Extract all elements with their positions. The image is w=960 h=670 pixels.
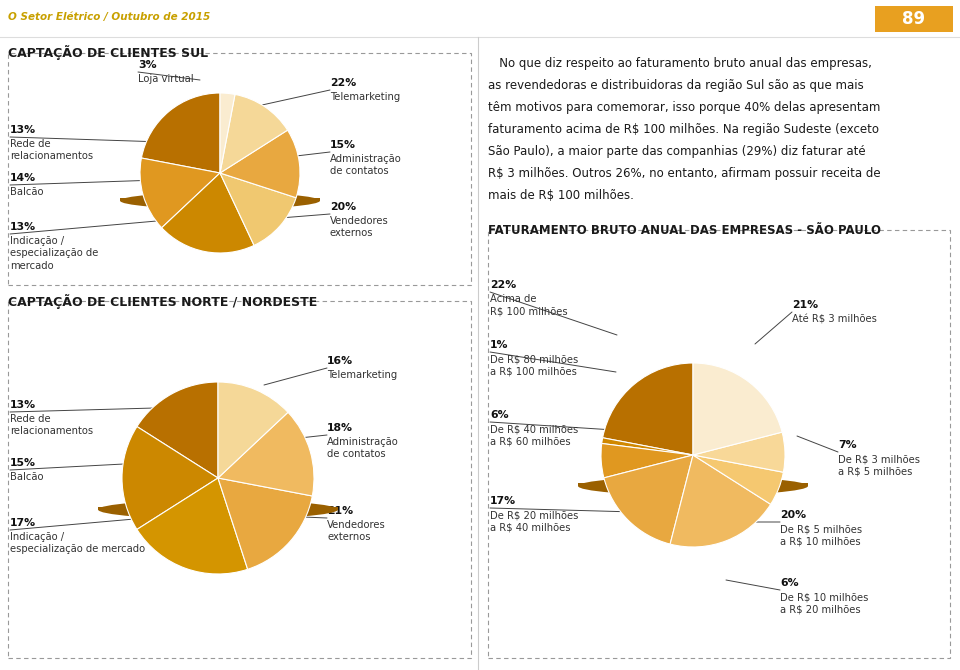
- Text: 15%: 15%: [10, 458, 36, 468]
- Text: Telemarketing: Telemarketing: [327, 370, 397, 380]
- Text: Balcão: Balcão: [10, 187, 43, 197]
- Text: Indicação /
especialização de mercado: Indicação / especialização de mercado: [10, 532, 145, 554]
- Text: 6%: 6%: [490, 410, 509, 420]
- Text: De R$ 10 milhões
a R$ 20 milhões: De R$ 10 milhões a R$ 20 milhões: [780, 592, 869, 614]
- Wedge shape: [141, 93, 220, 173]
- Text: Loja virtual: Loja virtual: [138, 74, 194, 84]
- Bar: [578, 483, 808, 486]
- Wedge shape: [220, 93, 235, 173]
- Text: 13%: 13%: [10, 222, 36, 232]
- Text: as revendedoras e distribuidoras da região Sul são as que mais: as revendedoras e distribuidoras da regi…: [488, 79, 864, 92]
- Text: O Setor Elétrico / Outubro de 2015: O Setor Elétrico / Outubro de 2015: [8, 12, 210, 22]
- Text: têm motivos para comemorar, isso porque 40% delas apresentam: têm motivos para comemorar, isso porque …: [488, 101, 880, 114]
- Wedge shape: [602, 438, 693, 455]
- Text: 13%: 13%: [10, 125, 36, 135]
- Text: Até R$ 3 milhões: Até R$ 3 milhões: [792, 314, 876, 324]
- Wedge shape: [693, 363, 782, 455]
- Text: No que diz respeito ao faturamento bruto anual das empresas,: No que diz respeito ao faturamento bruto…: [488, 57, 872, 70]
- Text: 21%: 21%: [792, 300, 818, 310]
- Text: Indicação /
especialização de
mercado: Indicação / especialização de mercado: [10, 236, 98, 271]
- Wedge shape: [137, 478, 248, 574]
- Text: mais de R$ 100 milhões.: mais de R$ 100 milhões.: [488, 189, 634, 202]
- Text: De R$ 3 milhões
a R$ 5 milhões: De R$ 3 milhões a R$ 5 milhões: [838, 454, 920, 476]
- Wedge shape: [220, 94, 288, 173]
- Text: CAPTAÇÃO DE CLIENTES NORTE / NORDESTE: CAPTAÇÃO DE CLIENTES NORTE / NORDESTE: [8, 294, 317, 309]
- Text: 18%: 18%: [327, 423, 353, 433]
- Text: Rede de
relacionamentos: Rede de relacionamentos: [10, 414, 93, 436]
- Text: faturamento acima de R$ 100 milhões. Na região Sudeste (exceto: faturamento acima de R$ 100 milhões. Na …: [488, 123, 879, 136]
- Bar: [8, 53, 471, 285]
- Text: 20%: 20%: [780, 510, 806, 520]
- Wedge shape: [140, 158, 220, 228]
- FancyBboxPatch shape: [875, 6, 953, 32]
- Text: Balcão: Balcão: [10, 472, 43, 482]
- Text: 21%: 21%: [327, 506, 353, 516]
- Wedge shape: [220, 130, 300, 198]
- Text: 20%: 20%: [330, 202, 356, 212]
- Wedge shape: [218, 382, 288, 478]
- Wedge shape: [137, 382, 218, 478]
- Text: Telemarketing: Telemarketing: [330, 92, 400, 102]
- Ellipse shape: [120, 192, 320, 209]
- Ellipse shape: [98, 500, 338, 519]
- Wedge shape: [603, 363, 693, 455]
- Text: 1%: 1%: [490, 340, 509, 350]
- Text: Administração
de contatos: Administração de contatos: [330, 154, 401, 176]
- Text: De R$ 5 milhões
a R$ 10 milhões: De R$ 5 milhões a R$ 10 milhões: [780, 524, 862, 547]
- Text: 15%: 15%: [330, 140, 356, 150]
- Text: FATURAMENTO BRUTO ANUAL DAS EMPRESAS - SÃO PAULO: FATURAMENTO BRUTO ANUAL DAS EMPRESAS - S…: [488, 224, 881, 237]
- Text: De R$ 40 milhões
a R$ 60 milhões: De R$ 40 milhões a R$ 60 milhões: [490, 424, 578, 446]
- Text: São Paulo), a maior parte das companhias (29%) diz faturar até: São Paulo), a maior parte das companhias…: [488, 145, 866, 158]
- Wedge shape: [161, 173, 254, 253]
- Text: 17%: 17%: [490, 496, 516, 506]
- Text: 7%: 7%: [838, 440, 856, 450]
- Ellipse shape: [578, 476, 808, 495]
- Text: 22%: 22%: [490, 280, 516, 290]
- Text: 14%: 14%: [10, 173, 36, 183]
- Text: Vendedores
externos: Vendedores externos: [327, 520, 386, 543]
- Bar: [488, 230, 950, 658]
- Wedge shape: [218, 478, 312, 570]
- Wedge shape: [601, 444, 693, 478]
- Text: 13%: 13%: [10, 400, 36, 410]
- Text: 6%: 6%: [780, 578, 799, 588]
- Text: 3%: 3%: [138, 60, 156, 70]
- Wedge shape: [218, 412, 314, 496]
- Wedge shape: [670, 455, 771, 547]
- Text: Vendedores
externos: Vendedores externos: [330, 216, 389, 239]
- Text: 16%: 16%: [327, 356, 353, 366]
- Text: Rede de
relacionamentos: Rede de relacionamentos: [10, 139, 93, 161]
- Text: 17%: 17%: [10, 518, 36, 528]
- Wedge shape: [220, 173, 296, 245]
- Bar: [98, 507, 338, 510]
- Text: 89: 89: [902, 10, 925, 28]
- Text: Acima de
R$ 100 milhões: Acima de R$ 100 milhões: [490, 294, 567, 316]
- Wedge shape: [693, 432, 785, 472]
- Bar: [8, 301, 471, 658]
- Wedge shape: [604, 455, 693, 544]
- Text: 22%: 22%: [330, 78, 356, 88]
- Wedge shape: [693, 455, 783, 505]
- Text: Administração
de contatos: Administração de contatos: [327, 437, 398, 460]
- Text: De R$ 20 milhões
a R$ 40 milhões: De R$ 20 milhões a R$ 40 milhões: [490, 510, 578, 533]
- Text: CAPTAÇÃO DE CLIENTES SUL: CAPTAÇÃO DE CLIENTES SUL: [8, 45, 208, 60]
- Text: De R$ 80 milhões
a R$ 100 milhões: De R$ 80 milhões a R$ 100 milhões: [490, 354, 578, 377]
- Text: R$ 3 milhões. Outros 26%, no entanto, afirmam possuir receita de: R$ 3 milhões. Outros 26%, no entanto, af…: [488, 167, 880, 180]
- Wedge shape: [122, 427, 218, 529]
- Bar: [120, 198, 320, 201]
